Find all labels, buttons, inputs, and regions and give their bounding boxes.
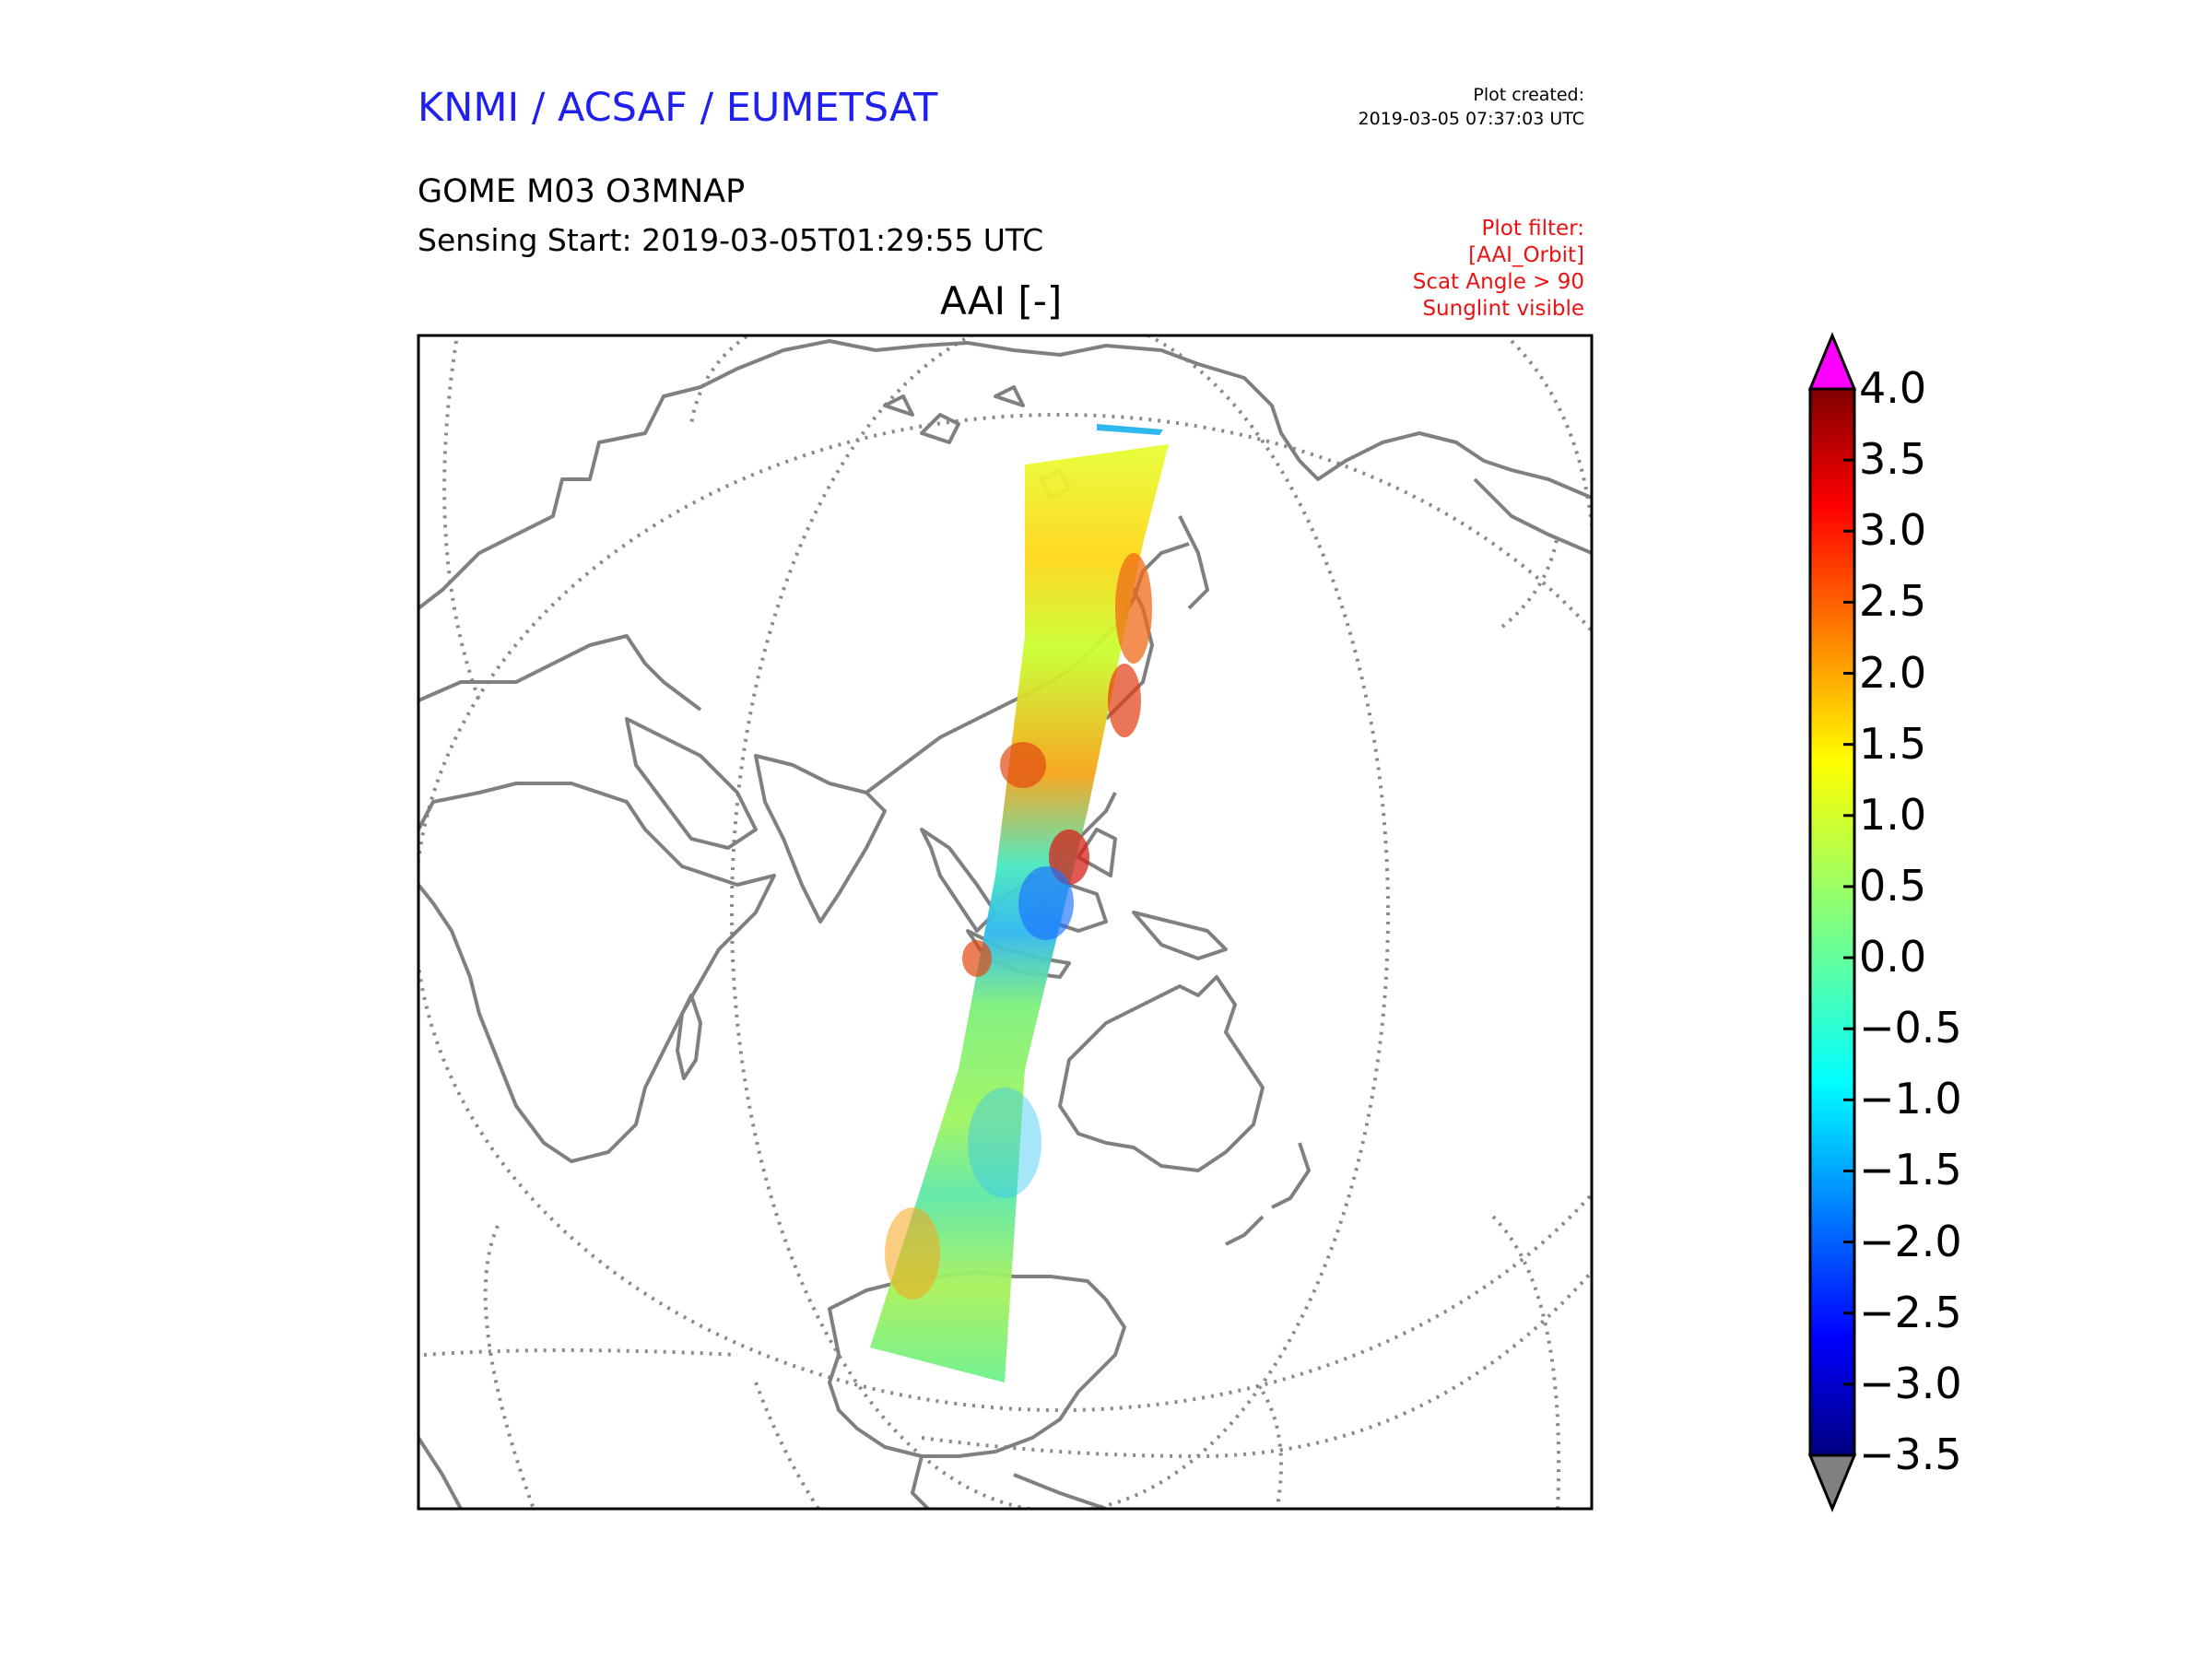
colorbar-under-arrow	[1807, 1453, 1857, 1512]
plot-created-label: Plot created:	[1473, 85, 1584, 105]
plot-filter-line: [AAI_Orbit]	[1468, 243, 1584, 267]
plot-filter-line: Scat Angle > 90	[1412, 270, 1584, 294]
plot-filter-line: Sunglint visible	[1422, 297, 1584, 321]
map-frame	[417, 334, 1594, 1511]
colorbar-over-arrow	[1807, 332, 1857, 391]
plot-filter-label: Plot filter:	[1481, 217, 1584, 241]
product-name: GOME M03 O3MNAP	[418, 173, 746, 210]
plot-created-time: 2019-03-05 07:37:03 UTC	[1358, 109, 1585, 129]
colorbar-tick-label: −1.5	[1859, 1145, 1962, 1195]
colorbar-tick-label: −3.5	[1859, 1430, 1962, 1479]
graticule	[418, 335, 1592, 1509]
colorbar-tick-label: 4.0	[1859, 363, 1927, 413]
org-title: KNMI / ACSAF / EUMETSAT	[418, 85, 938, 131]
colorbar-tick-label: −2.5	[1859, 1287, 1962, 1337]
colorbar-tick-label: 2.0	[1859, 647, 1927, 698]
colorbar-tick-label: 3.5	[1859, 434, 1927, 485]
colorbar-tick-label: 2.5	[1859, 576, 1927, 627]
plot-filter: Plot filter: [AAI_Orbit] Scat Angle > 90…	[1413, 216, 1584, 323]
colorbar-tick-label: −2.0	[1859, 1216, 1962, 1266]
sensing-start: Sensing Start: 2019-03-05T01:29:55 UTC	[418, 222, 1044, 258]
aai-swath	[870, 424, 1169, 1382]
plot-created: Plot created: 2019-03-05 07:37:03 UTC	[1359, 83, 1585, 131]
map-canvas	[418, 335, 1592, 1509]
colorbar-gradient	[1808, 387, 1856, 1457]
colorbar-tick-label: −3.0	[1859, 1358, 1962, 1408]
colorbar-tick-label: 1.0	[1859, 789, 1927, 840]
colorbar-tick-label: 3.0	[1859, 505, 1927, 556]
colorbar-tick-label: −1.0	[1859, 1074, 1962, 1124]
colorbar-tick-label: 1.5	[1859, 718, 1927, 769]
plot-title: AAI [-]	[940, 278, 1063, 324]
colorbar-tick-label: 0.0	[1859, 932, 1927, 982]
colorbar-tick-label: 0.5	[1859, 860, 1927, 911]
colorbar-tick-label: −0.5	[1859, 1003, 1962, 1053]
